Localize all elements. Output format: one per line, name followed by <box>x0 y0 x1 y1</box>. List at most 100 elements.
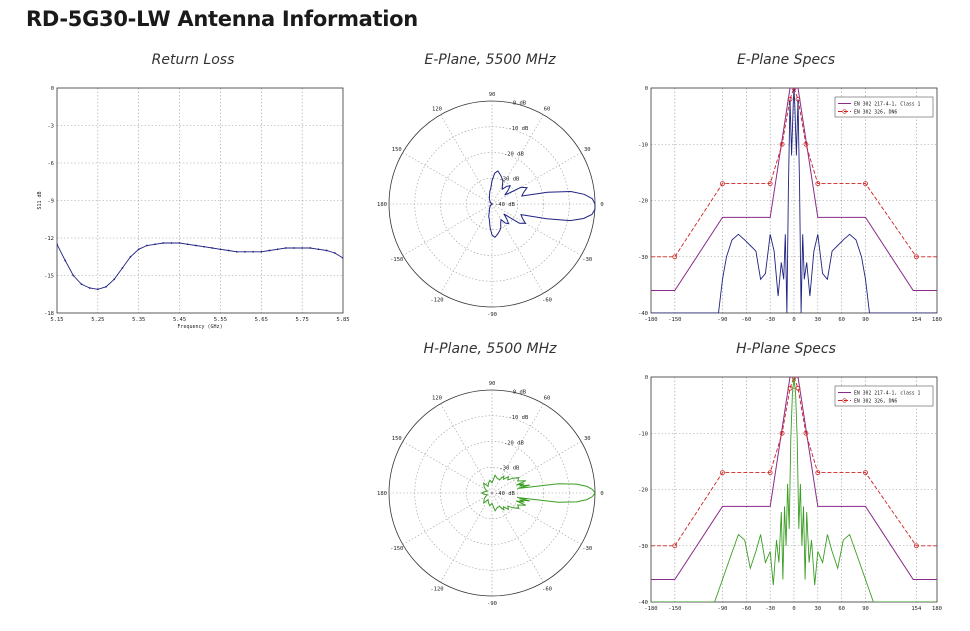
x-tick-label: 180 <box>932 606 942 612</box>
data-point <box>57 243 58 246</box>
polar-ring-label: -10 dB <box>508 415 529 421</box>
polar-angle-label: -150 <box>390 257 403 263</box>
data-point <box>317 248 320 251</box>
data-point <box>244 250 246 253</box>
polar-ring-label: 0 dB <box>513 101 527 107</box>
y-tick-label: -10 <box>638 142 648 148</box>
data-point <box>154 243 156 246</box>
x-tick-label: 30 <box>815 606 822 612</box>
return-loss-title: Return Loss <box>151 52 235 68</box>
data-point <box>162 242 165 244</box>
e_specs-chart: -180 -150 -90 -60 -30 0 30 60 90 154 180 0 -10 -20 -30… <box>638 86 942 323</box>
data-point <box>96 288 99 291</box>
data-point <box>211 247 214 249</box>
y-tick-label: -6 <box>47 161 54 167</box>
data-point <box>284 247 287 249</box>
y-tick-label: -40 <box>638 311 648 317</box>
x-tick-label: -150 <box>668 606 681 612</box>
data-point <box>333 252 336 254</box>
plot-frame <box>56 87 344 314</box>
h_specs-chart: -180 -150 -90 -60 -30 0 30 60 90 154 180 0 -10 -20 -30… <box>638 375 942 612</box>
x-tick-label: 5.15 <box>50 317 63 323</box>
data-point <box>325 249 328 252</box>
h-plane-specs-title: H-Plane Specs <box>736 341 836 357</box>
pattern-line <box>651 377 937 602</box>
polar-ring-label: -40 dB <box>495 491 516 497</box>
x-axis-label: Frequency (GHz) <box>177 324 222 330</box>
y-tick-label: -30 <box>638 544 648 550</box>
data-point <box>227 249 230 252</box>
x-tick-label: 5.85 <box>336 317 349 323</box>
polar-angle-label: -120 <box>430 586 443 592</box>
y-tick-label: -15 <box>44 274 54 280</box>
data-point <box>203 245 205 248</box>
series-line <box>651 377 937 547</box>
data-point <box>64 259 67 262</box>
y-tick-label: -20 <box>638 488 648 494</box>
legend-entry: EN 302 217-4-1, class 1 <box>854 390 921 396</box>
polar-angle-label: -60 <box>542 586 552 592</box>
x-tick-label: 0 <box>792 606 795 612</box>
y-tick-label: 0 <box>645 375 648 381</box>
y-tick-label: -18 <box>44 311 54 317</box>
data-point <box>72 274 75 277</box>
data-point <box>88 287 91 289</box>
y-axis-label: S11 dB <box>37 191 43 209</box>
data-point <box>779 141 785 147</box>
y-tick-label: -40 <box>638 600 648 606</box>
polar-angle-label: 180 <box>377 202 387 208</box>
data-point <box>219 248 222 251</box>
x-tick-label: 180 <box>932 317 942 323</box>
series-group <box>57 242 343 291</box>
return_loss-chart: 5.15 5.25 5.35 5.45 5.55 5.65 5.75 5.85 0 -3 -6 -9 -… <box>37 86 350 330</box>
polar-angle-label: 90 <box>489 92 496 98</box>
data-point <box>803 141 809 147</box>
h_polar-chart: 0 30 60 90 120 150 180 -150 -120 -90 -60 -30 0 dB -10… <box>377 381 604 607</box>
legend-entry: EN 302 326, DN6 <box>854 398 897 404</box>
data-point <box>105 285 107 288</box>
polar-ring-label: -20 dB <box>504 440 525 446</box>
polar-angle-label: 60 <box>544 396 551 402</box>
data-point <box>815 181 821 187</box>
polar-angle-label: 0 <box>600 491 603 497</box>
x-tick-label: 90 <box>862 606 869 612</box>
data-point <box>186 243 189 246</box>
polar-spoke <box>440 492 493 583</box>
data-point <box>913 543 919 549</box>
polar-angle-label: 60 <box>544 107 551 113</box>
data-point <box>137 248 140 251</box>
polar-spoke <box>402 441 493 494</box>
data-point <box>170 242 173 244</box>
data-point <box>767 470 773 476</box>
data-point <box>913 254 919 260</box>
y-tick-label: -30 <box>638 255 648 261</box>
data-point <box>260 250 263 253</box>
y-tick-label: -9 <box>47 199 54 205</box>
x-tick-label: 90 <box>862 317 869 323</box>
data-point <box>195 244 197 247</box>
polar-angle-label: -30 <box>582 257 592 263</box>
legend-marker <box>842 109 847 114</box>
polar-angle-label: 180 <box>377 491 387 497</box>
polar-pattern <box>488 170 596 238</box>
e-plane-specs-title: E-Plane Specs <box>736 52 836 68</box>
data-point <box>863 181 868 187</box>
data-point <box>121 267 124 269</box>
data-point <box>235 250 238 253</box>
data-point <box>720 181 725 187</box>
x-tick-label: -150 <box>668 317 681 323</box>
polar-angle-label: -90 <box>487 601 497 607</box>
x-tick-label: -90 <box>718 606 728 612</box>
x-tick-label: 5.25 <box>91 317 104 323</box>
data-point <box>252 250 255 253</box>
x-tick-label: -60 <box>741 606 751 612</box>
x-tick-label: -30 <box>765 317 775 323</box>
polar-angle-label: 150 <box>392 147 402 153</box>
series-group <box>651 377 937 602</box>
legend-entry: EN 302 326, DN6 <box>854 109 897 115</box>
series-group <box>651 88 937 313</box>
x-tick-label: -90 <box>718 317 728 323</box>
polar-angle-label: 90 <box>489 381 496 387</box>
e_polar-chart: 0 30 60 90 120 150 180 -150 -120 -90 -60 -30 0 dB -10… <box>377 92 604 318</box>
data-point <box>815 470 821 476</box>
